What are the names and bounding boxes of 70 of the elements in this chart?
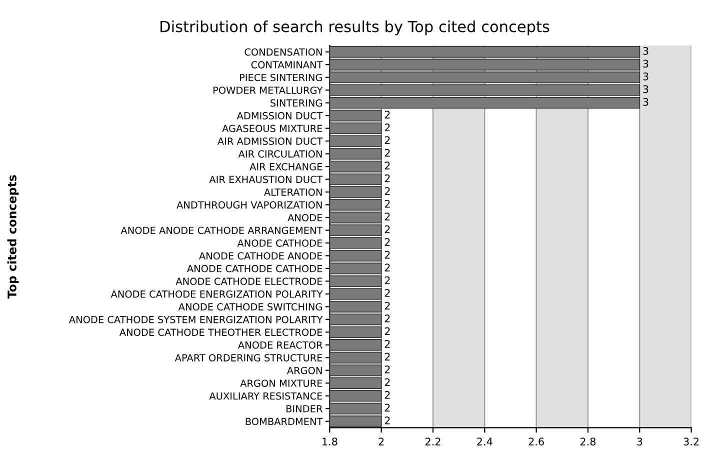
y-tick-label: ANODE CATHODE THEOTHER ELECTRODE [119,328,322,336]
data-label: 2 [384,174,390,182]
x-tick-label: 3.2 [684,438,699,446]
y-tick-label: ARGON [286,366,322,374]
y-tick-label: ARGON MIXTURE [240,380,322,387]
data-label: 2 [384,366,390,374]
y-tick-label: ADMISSION DUCT [236,112,323,120]
y-tick-label: ANODE ANODE CATHODE ARRANGEMENT [120,226,323,234]
data-label: 2 [384,352,390,361]
y-tick-label: AIR CIRCULATION [238,150,322,158]
data-label: 2 [384,200,390,208]
y-tick-label: BINDER [286,405,322,412]
y-tick-label: CONDENSATION [244,48,322,56]
y-tick-label: ANODE REACTOR [238,341,322,349]
y-tick-label: ALTERATION [264,188,322,196]
y-tick-label: ANODE CATHODE [237,239,322,247]
data-label: 2 [384,187,390,195]
y-tick-label: BOMBARDMENT [246,418,323,426]
y-tick-label: ANODE CATHODE CATHODE [186,264,322,272]
data-label: 2 [384,416,390,424]
y-tick-label: ANODE CATHODE SYSTEM ENERGIZATION POLARITY [68,316,323,324]
y-tick-label: CONTAMINANT [251,61,323,68]
x-tick-label: 3 [637,438,642,446]
data-label: 2 [384,327,390,336]
data-label: 3 [643,85,648,94]
y-tick-label: ANODE CATHODE ENERGIZATION POLARITY [110,290,323,298]
y-tick-label: ANODE CATHODE ANODE [199,252,322,260]
x-tick-label: 2.6 [528,438,544,446]
data-label: 2 [384,314,390,322]
x-tick-label: 2.8 [580,438,596,446]
y-tick-label: POWDER METALLURGY [214,86,323,94]
y-tick-label: ANODE CATHODE SWITCHING [178,303,322,310]
data-label: 3 [643,72,648,80]
data-label: 3 [643,60,648,68]
y-tick-label: ANODE CATHODE ELECTRODE [176,278,322,286]
y-tick-label: AIR EXCHANGE [250,163,322,170]
y-tick-label: APART ORDERING STRUCTURE [174,354,322,362]
y-tick-label: PIECE SINTERING [240,74,322,82]
y-tick-label: AUXILIARY RESISTANCE [209,392,322,400]
data-label: 2 [384,123,390,132]
data-label: 2 [384,238,390,246]
y-tick-label: SINTERING [270,99,322,107]
y-tick-label: AIR EXHAUSTION DUCT [209,176,323,184]
data-label: 2 [384,250,390,259]
data-label: 2 [384,110,390,118]
data-label: 2 [384,378,390,386]
y-tick-label: ANODE [288,214,322,222]
data-label: 2 [384,264,390,272]
x-tick-label: 2 [378,438,384,446]
data-label: 2 [384,302,390,310]
data-label: 2 [384,162,390,170]
y-tick-label: AIR ADMISSION DUCT [218,138,323,145]
data-label: 2 [384,276,390,284]
data-label: 2 [384,212,390,220]
y-axis-title: Top cited concepts [7,175,19,299]
data-label: 2 [384,404,390,412]
x-tick-label: 2.2 [425,438,440,446]
y-tick-label: AGASEOUS MIXTURE [222,124,322,132]
data-label: 2 [384,136,390,144]
data-label: 2 [384,225,390,234]
y-tick-label: ANDTHROUGH VAPORIZATION [176,201,322,209]
x-tick-label: 1.8 [322,438,338,446]
x-tick-label: 2.4 [477,438,492,446]
data-label: 2 [384,289,390,297]
data-label: 3 [643,98,648,106]
chart-title: Distribution of search results by Top cited concepts [160,20,550,36]
data-label: 2 [384,390,390,399]
data-label: 3 [643,47,648,55]
data-label: 2 [384,148,390,157]
data-label: 2 [384,340,390,348]
